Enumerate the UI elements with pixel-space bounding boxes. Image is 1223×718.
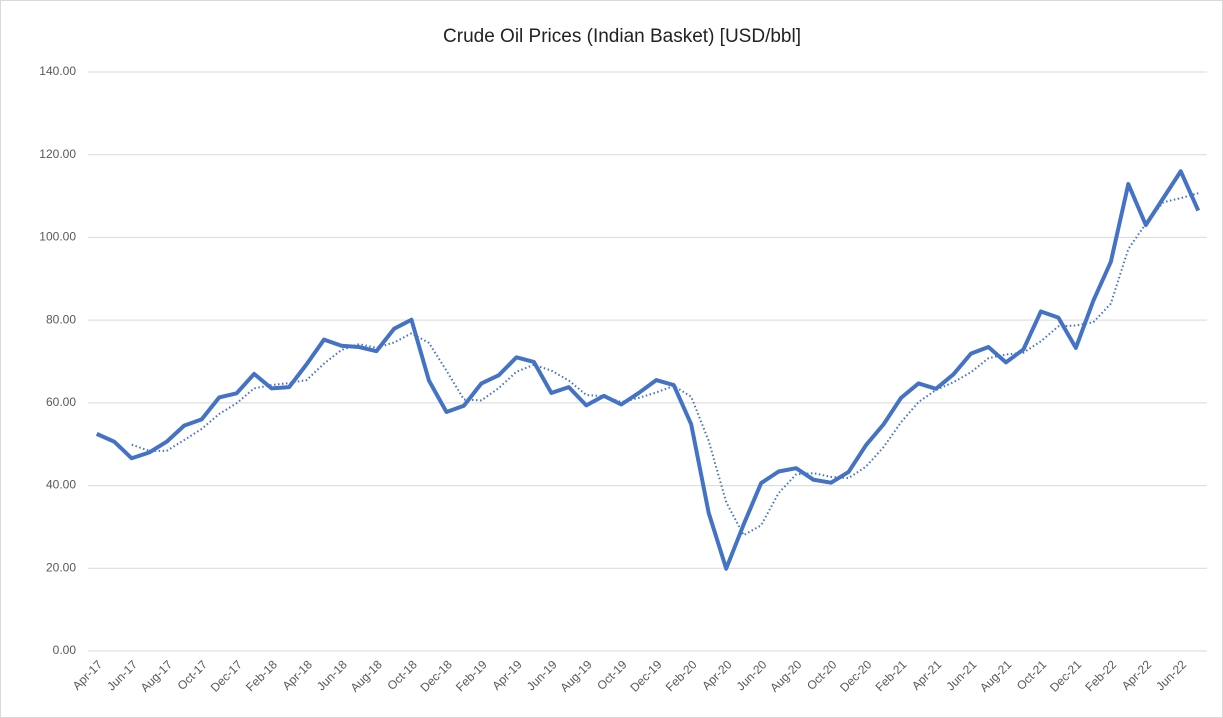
trend-line: [131, 192, 1199, 537]
y-tick-label: 140.00: [39, 64, 76, 78]
y-tick-label: 80.00: [46, 312, 76, 326]
data-line: [95, 169, 1201, 571]
y-tick-label: 0.00: [53, 643, 77, 657]
y-tick-label: 60.00: [46, 395, 76, 409]
y-tick-label: 40.00: [46, 478, 76, 492]
y-tick-label: 20.00: [46, 560, 76, 574]
chart-title: Crude Oil Prices (Indian Basket) [USD/bb…: [443, 26, 801, 47]
y-tick-label: 100.00: [39, 230, 76, 244]
y-tick-label: 120.00: [39, 147, 76, 161]
